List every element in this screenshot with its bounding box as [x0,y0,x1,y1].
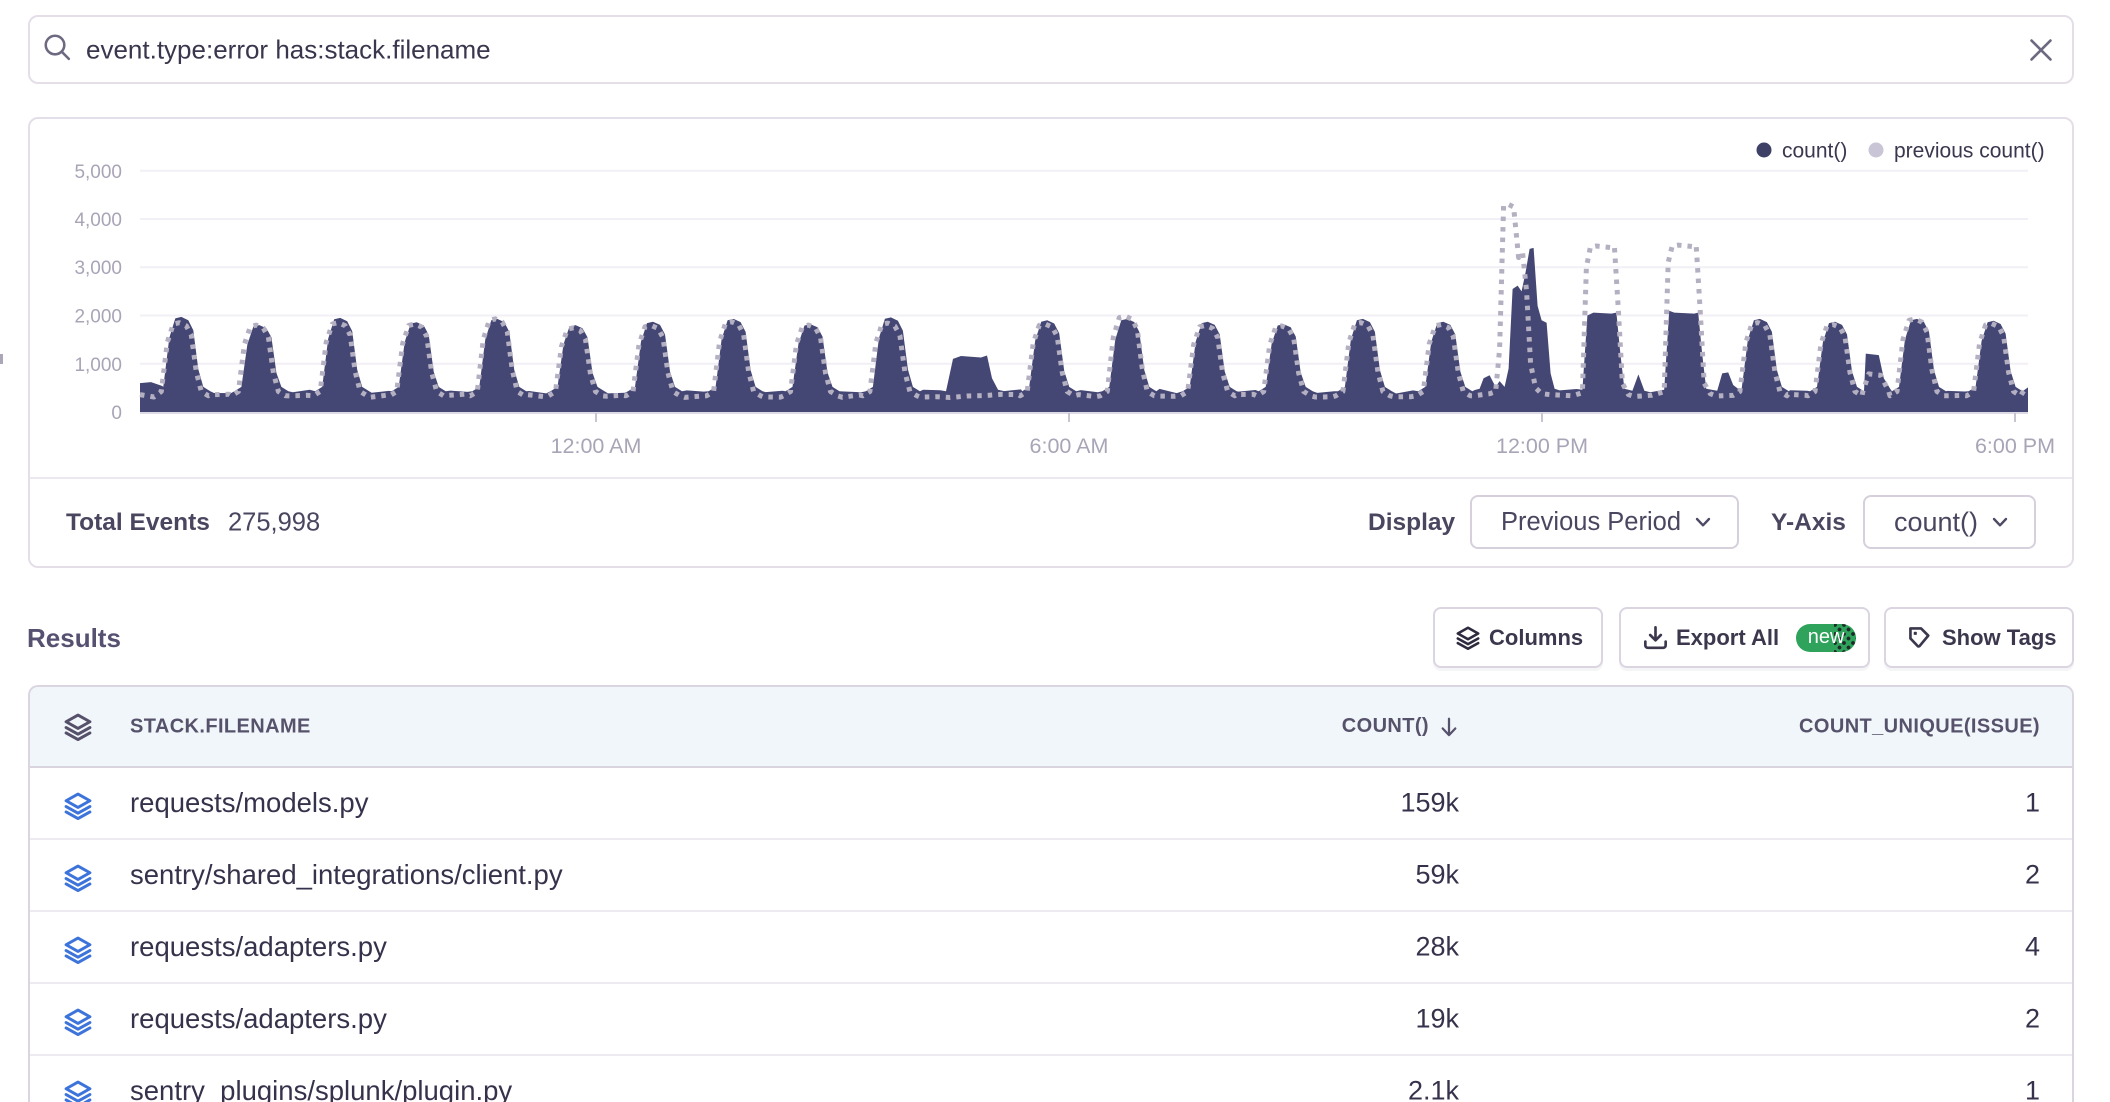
svg-text:12:00 PM: 12:00 PM [1496,434,1588,458]
svg-text:1,000: 1,000 [74,355,122,376]
svg-text:6:00 AM: 6:00 AM [1030,434,1109,458]
svg-text:count(): count() [1782,140,1847,163]
svg-text:5,000: 5,000 [74,162,122,183]
svg-text:6:00 PM: 6:00 PM [1975,434,2055,458]
svg-text:0: 0 [111,403,122,424]
svg-text:4,000: 4,000 [74,210,122,231]
svg-text:3,000: 3,000 [74,258,122,279]
svg-text:previous count(): previous count() [1894,140,2045,163]
svg-text:12:00 AM: 12:00 AM [551,434,642,458]
svg-text:2,000: 2,000 [74,307,122,328]
